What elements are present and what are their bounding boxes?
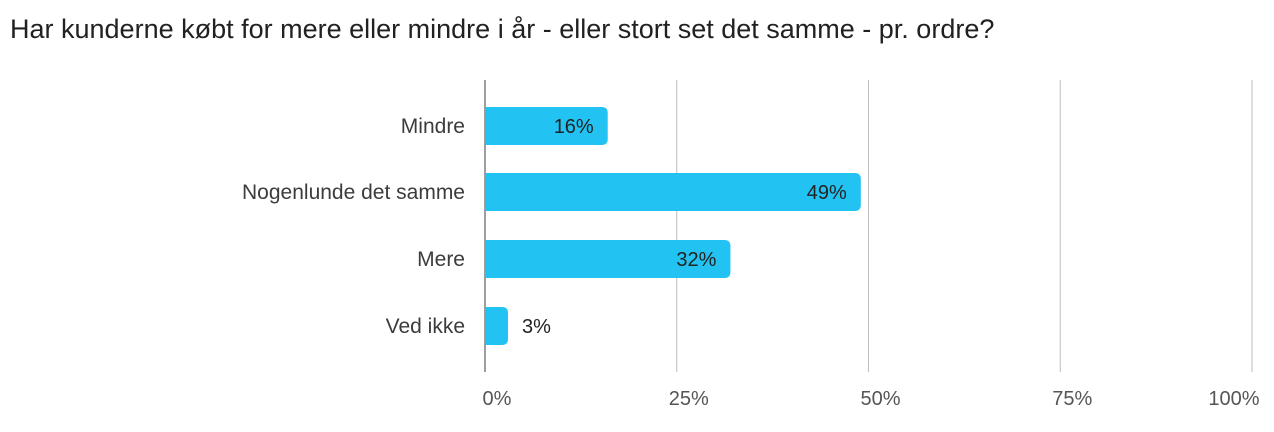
chart-title: Har kunderne købt for mere eller mindre … [10, 14, 995, 44]
bar [485, 240, 731, 278]
x-tick-label: 25% [669, 388, 709, 410]
bar-layer [485, 107, 861, 345]
category-label: Mere [417, 248, 465, 271]
x-tick-label: 0% [483, 388, 512, 410]
data-label: 16% [554, 116, 594, 138]
x-tick-label: 75% [1052, 388, 1092, 410]
bar [485, 307, 509, 345]
label-layer: 0% 25% 50% 75% 100% Mindre 16% Nogenlunde det s… [242, 115, 1260, 410]
bar [485, 173, 861, 211]
data-label: 32% [676, 249, 716, 271]
category-label: Nogenlunde det samme [242, 181, 465, 204]
category-label: Ved ikke [386, 315, 465, 338]
data-label: 3% [522, 316, 551, 338]
bar [485, 107, 608, 145]
x-tick-label: 100% [1208, 388, 1259, 410]
category-label: Mindre [401, 115, 465, 138]
data-label: 49% [807, 182, 847, 204]
x-tick-label: 50% [860, 388, 900, 410]
